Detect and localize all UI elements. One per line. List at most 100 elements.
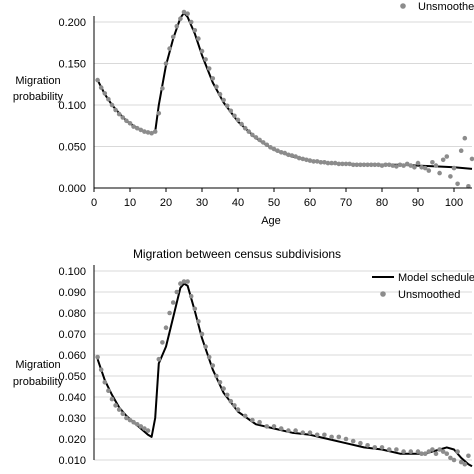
unsmoothed-point: [253, 135, 259, 140]
unsmoothed-point: [282, 150, 288, 156]
unsmoothed-point: [455, 181, 460, 187]
unsmoothed-point: [307, 158, 313, 163]
y-tick-label: 0.050: [58, 142, 86, 154]
unsmoothed-point: [329, 434, 334, 440]
unsmoothed-point: [257, 419, 262, 425]
unsmoothed-point: [426, 449, 432, 454]
unsmoothed-point: [419, 165, 424, 170]
unsmoothed-point: [160, 340, 165, 345]
unsmoothed-point: [109, 102, 115, 108]
unsmoothed-point: [390, 163, 396, 168]
unsmoothed-point: [142, 129, 147, 134]
unsmoothed-point: [415, 160, 421, 166]
unsmoothed-point: [192, 306, 198, 312]
unsmoothed-point: [386, 162, 392, 168]
unsmoothed-point: [217, 91, 223, 97]
unsmoothed-point: [206, 66, 212, 71]
x-tick-label: 80: [376, 197, 388, 209]
unsmoothed-point: [451, 457, 457, 463]
bottom-chart-title: Migration between census subdivisions: [133, 247, 341, 261]
y-tick-label: 0.100: [58, 266, 86, 278]
unsmoothed-point: [174, 23, 180, 29]
unsmoothed-point: [217, 380, 223, 385]
unsmoothed-point: [415, 449, 421, 454]
unsmoothed-point: [145, 428, 151, 433]
unsmoothed-point: [386, 447, 392, 452]
unsmoothed-point: [350, 162, 356, 168]
unsmoothed-point: [116, 407, 122, 412]
unsmoothed-point: [336, 434, 342, 440]
top-x-ticks: 0 10 20 30 40 50 60 70 80 90 100: [91, 188, 463, 209]
unsmoothed-point: [300, 430, 306, 436]
unsmoothed-point: [433, 451, 439, 457]
unsmoothed-point: [307, 430, 313, 436]
unsmoothed-point: [296, 155, 302, 161]
bottom-legend: Model schedule Unsmoothed: [372, 272, 474, 301]
unsmoothed-point: [235, 117, 241, 123]
unsmoothed-point: [451, 165, 457, 171]
y-tick-label: 0.040: [58, 392, 86, 404]
unsmoothed-point: [210, 76, 216, 81]
unsmoothed-point: [412, 165, 417, 170]
y-tick-label: 0.060: [58, 350, 86, 362]
unsmoothed-point: [343, 161, 349, 167]
unsmoothed-point: [430, 447, 435, 452]
unsmoothed-point: [120, 411, 126, 417]
unsmoothed-point: [120, 115, 126, 120]
y-tick-label: 0.020: [58, 434, 86, 446]
unsmoothed-point: [113, 403, 118, 408]
unsmoothed-point: [322, 160, 327, 165]
unsmoothed-point: [116, 111, 122, 117]
unsmoothed-point: [268, 145, 273, 150]
unsmoothed-point: [314, 432, 320, 438]
unsmoothed-point: [203, 57, 208, 62]
y-tick-label: 0.090: [58, 287, 86, 299]
unsmoothed-point: [343, 436, 349, 442]
unsmoothed-point: [131, 124, 136, 129]
unsmoothed-point: [469, 156, 474, 162]
x-tick-label: 70: [340, 197, 352, 209]
unsmoothed-point: [138, 127, 144, 133]
unsmoothed-point: [426, 168, 432, 173]
unsmoothed-point: [127, 121, 133, 126]
unsmoothed-point: [178, 16, 183, 22]
unsmoothed-point: [228, 108, 234, 114]
unsmoothed-point: [239, 121, 244, 127]
top-legend: Unsmoothed: [400, 1, 474, 13]
unsmoothed-point: [224, 392, 230, 398]
unsmoothed-point: [322, 432, 327, 438]
y-tick-label: 0.000: [58, 183, 86, 195]
y-tick-label: 0.100: [58, 100, 86, 112]
unsmoothed-point: [404, 161, 410, 167]
unsmoothed-point: [138, 424, 144, 429]
x-tick-label: 30: [196, 197, 208, 209]
unsmoothed-point: [188, 293, 194, 299]
unsmoothed-point: [271, 424, 277, 429]
unsmoothed-point: [257, 137, 262, 143]
unsmoothed-point: [178, 281, 183, 286]
x-tick-label: 40: [232, 197, 244, 209]
legend-label: Unsmoothed: [418, 1, 474, 13]
unsmoothed-point: [394, 164, 399, 169]
unsmoothed-point: [430, 160, 435, 165]
legend-point-swatch: [400, 3, 406, 9]
unsmoothed-point: [221, 97, 226, 103]
y-tick-label: 0.050: [58, 371, 86, 383]
unsmoothed-point: [102, 91, 108, 96]
unsmoothed-point: [163, 61, 169, 66]
unsmoothed-point: [142, 426, 147, 431]
unsmoothed-point: [448, 455, 453, 461]
model-schedule-line: [96, 11, 473, 170]
unsmoothed-point: [170, 300, 176, 305]
unsmoothed-point: [419, 451, 424, 457]
unsmoothed-point: [192, 28, 198, 33]
unsmoothed-point: [444, 154, 450, 159]
unsmoothed-point: [422, 165, 428, 171]
unsmoothed-point: [275, 148, 280, 153]
unsmoothed-point: [232, 113, 237, 119]
unsmoothed-point: [336, 161, 342, 167]
unsmoothed-point: [289, 153, 295, 158]
unsmoothed-point: [286, 428, 291, 433]
unsmoothed-point: [98, 85, 104, 90]
